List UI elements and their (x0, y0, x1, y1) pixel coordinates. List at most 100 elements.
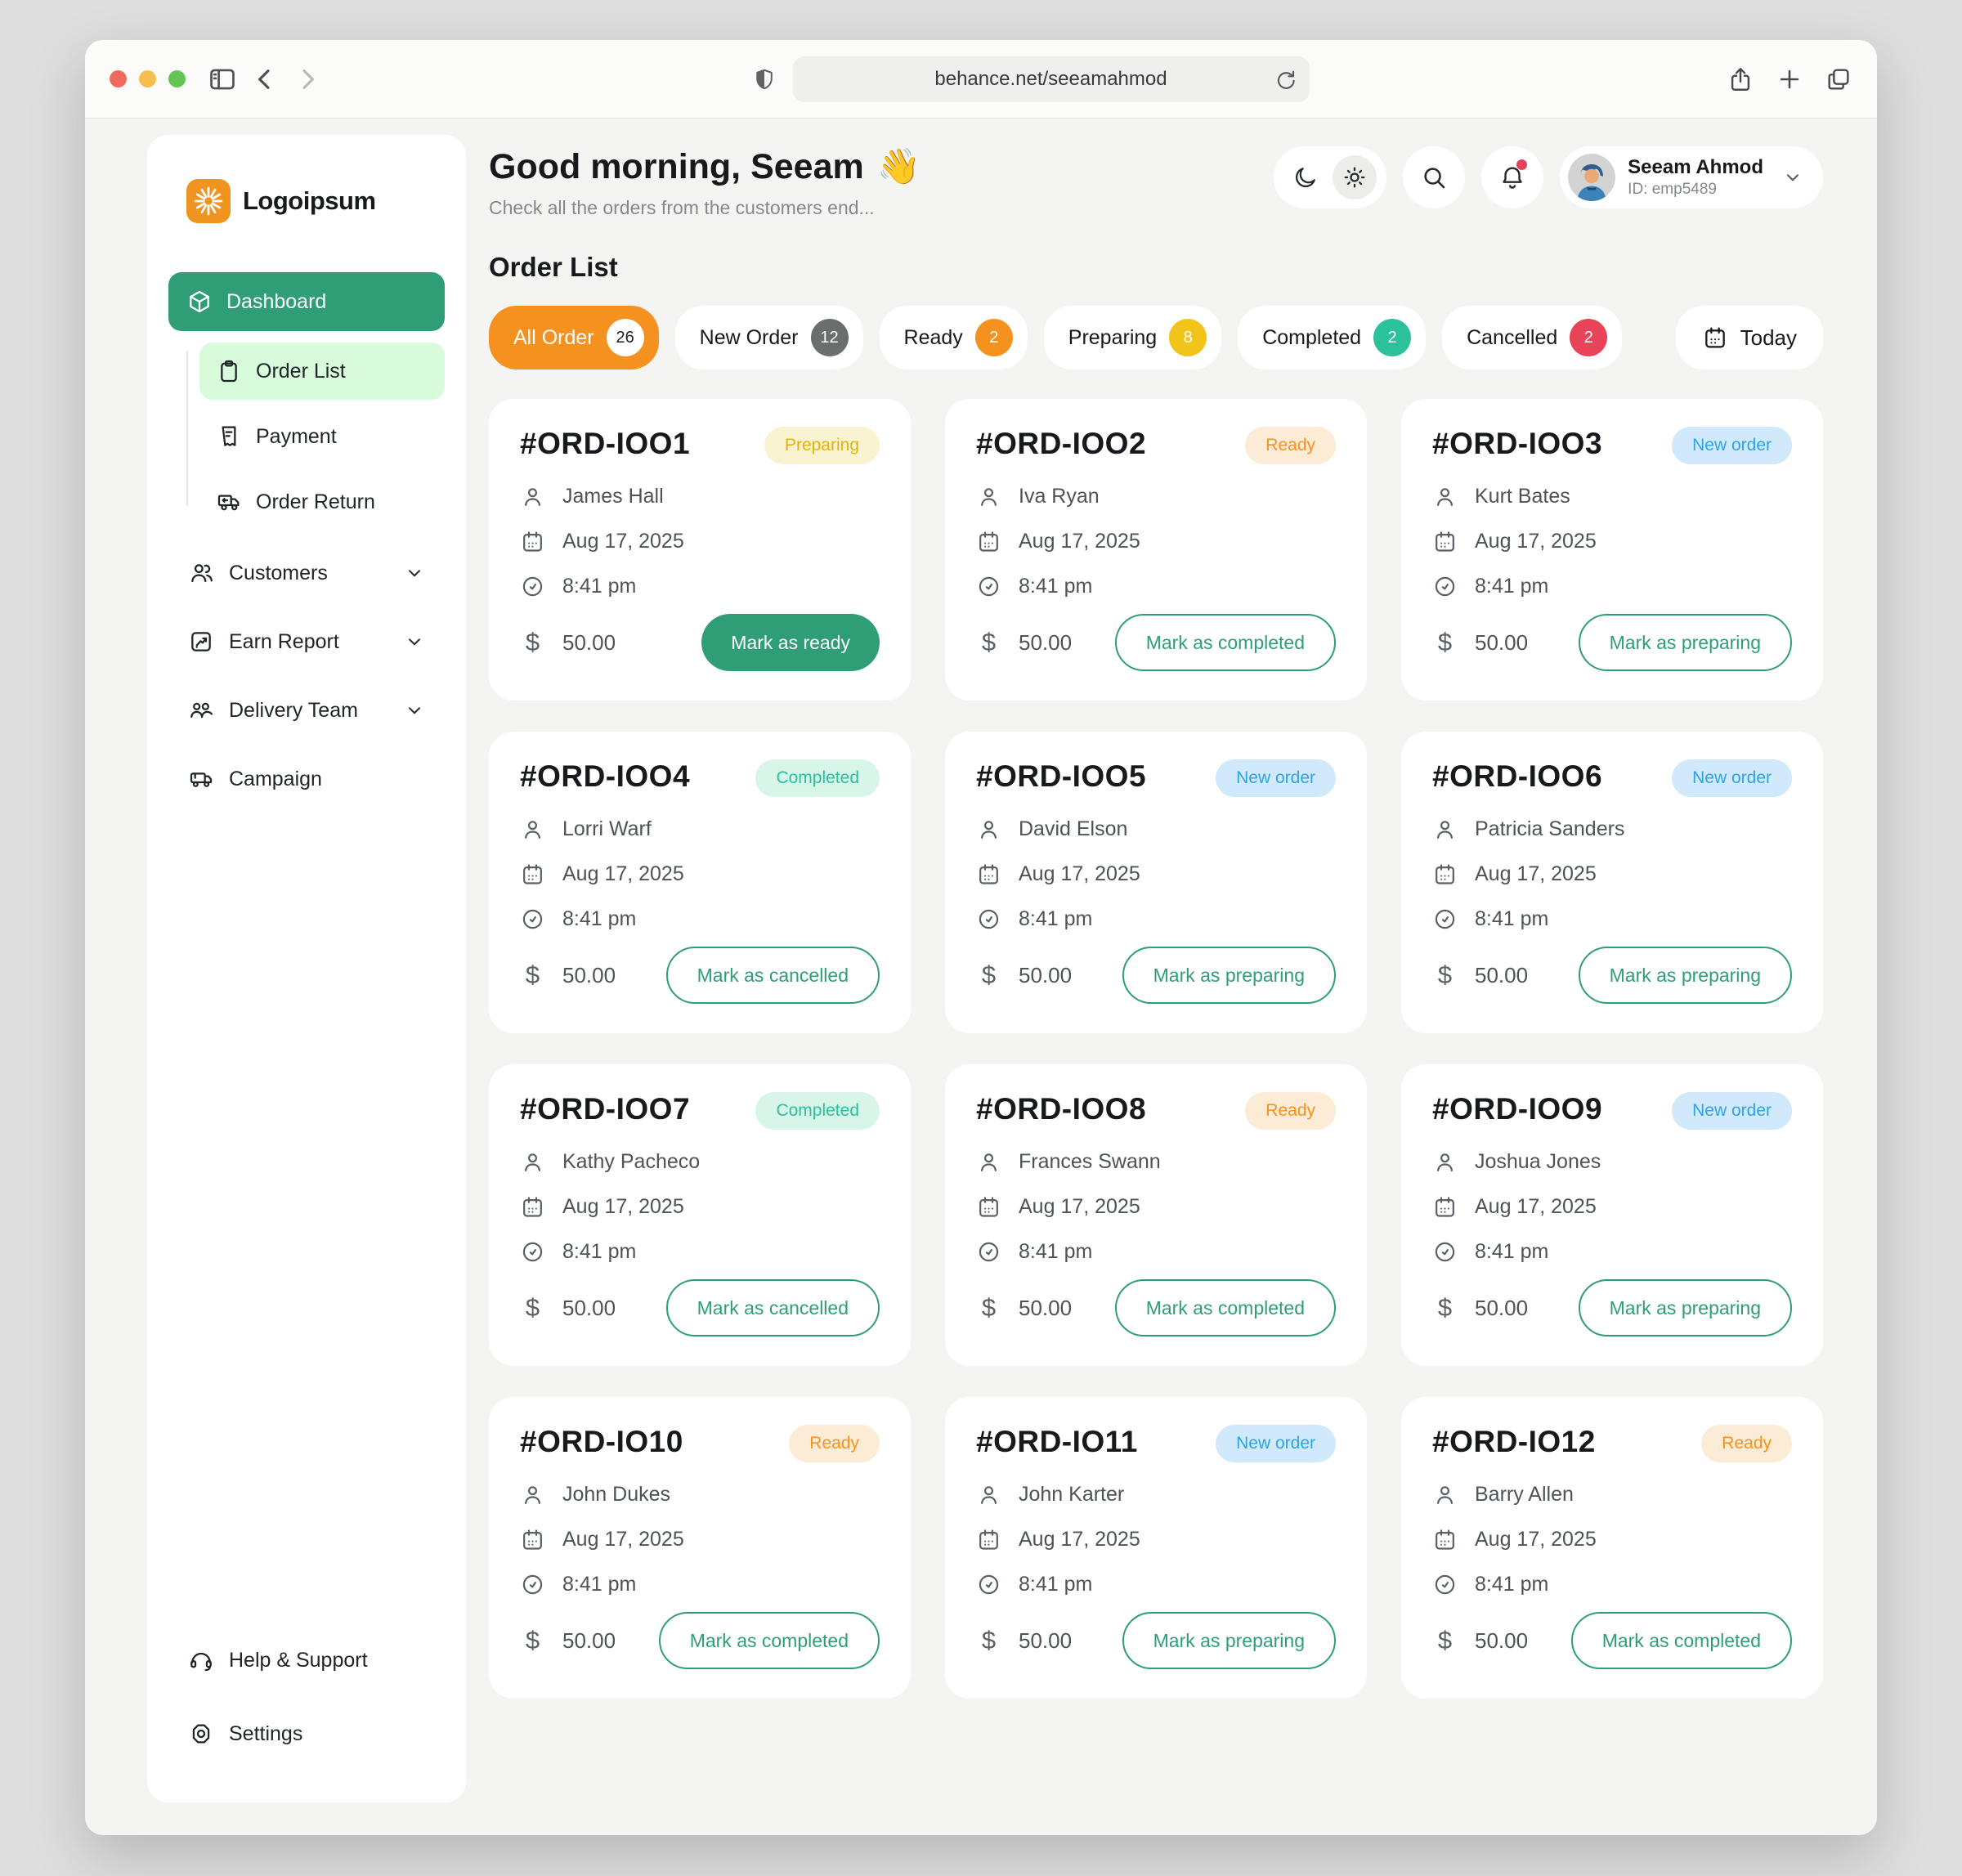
status-badge: Preparing (764, 427, 880, 464)
gear-icon (188, 1721, 214, 1747)
new-tab-icon[interactable] (1776, 65, 1803, 93)
reload-icon[interactable] (1274, 68, 1297, 91)
return-truck-icon (216, 489, 242, 515)
calendar-icon (1432, 529, 1458, 554)
tab-count-badge: 26 (606, 319, 644, 356)
share-icon[interactable] (1727, 65, 1754, 93)
notifications-button[interactable] (1481, 146, 1544, 208)
sidebar-item-payment[interactable]: Payment (199, 408, 445, 465)
clipboard-icon (216, 358, 242, 384)
sidebar-item-earn-report[interactable]: Earn Report (168, 611, 445, 673)
filter-tab[interactable]: Cancelled 2 (1442, 306, 1623, 369)
order-action-button[interactable]: Mark as completed (1570, 1612, 1792, 1669)
order-date: Aug 17, 2025 (1019, 1195, 1140, 1218)
date-row: Aug 17, 2025 (976, 529, 1336, 554)
sidebar-toggle-icon[interactable] (207, 64, 238, 95)
calendar-icon (520, 862, 545, 887)
tab-label: Completed (1262, 325, 1362, 349)
profile-menu[interactable]: Seeam Ahmod ID: emp5489 (1560, 146, 1823, 208)
traffic-lights (110, 70, 186, 87)
close-window-button[interactable] (110, 70, 127, 87)
zoom-window-button[interactable] (168, 70, 186, 87)
order-date: Aug 17, 2025 (1019, 862, 1140, 885)
calendar-icon (520, 1527, 545, 1552)
filter-tab[interactable]: New Order 12 (674, 306, 863, 369)
order-card: #ORD-IOO4 Completed Lorri Warf (489, 732, 911, 1033)
order-time: 8:41 pm (562, 1573, 637, 1596)
receipt-icon (216, 423, 242, 450)
sidebar-item-order-return[interactable]: Order Return (199, 473, 445, 531)
filter-tab[interactable]: Ready 2 (879, 306, 1028, 369)
order-action-button[interactable]: Mark as preparing (1122, 947, 1336, 1004)
card-header: #ORD-IO11 New order (976, 1425, 1336, 1462)
order-card: #ORD-IOO9 New order Joshua Jones (1401, 1064, 1823, 1366)
dollar-icon: $ (981, 960, 997, 989)
order-card: #ORD-IO11 New order John Karter (945, 1397, 1367, 1699)
back-icon[interactable] (249, 64, 280, 95)
status-badge: New order (1216, 759, 1336, 797)
today-filter-button[interactable]: Today (1675, 306, 1823, 369)
campaign-van-icon (188, 766, 214, 792)
address-bar[interactable]: behance.net/seeamahmod (792, 56, 1310, 102)
price-row: $ 50.00 Mark as preparing (1432, 947, 1792, 1004)
order-price: 50.00 (1019, 1628, 1073, 1653)
clock-icon (520, 907, 545, 932)
sidebar-item-help-support[interactable]: Help & Support (168, 1629, 445, 1691)
headset-icon (188, 1647, 214, 1673)
search-icon (1420, 163, 1448, 191)
order-action-button[interactable]: Mark as completed (1114, 1279, 1336, 1336)
sidebar-item-customers[interactable]: Customers (168, 542, 445, 604)
order-action-button[interactable]: Mark as preparing (1578, 1279, 1792, 1336)
order-time: 8:41 pm (562, 907, 637, 930)
chrome-actions (1727, 65, 1852, 93)
sidebar-item-dashboard[interactable]: Dashboard (168, 272, 445, 331)
price-row: $ 50.00 Mark as preparing (976, 947, 1336, 1004)
search-button[interactable] (1403, 146, 1466, 208)
header-controls: Seeam Ahmod ID: emp5489 (1274, 146, 1823, 208)
time-row: 8:41 pm (1432, 1572, 1792, 1597)
order-date: Aug 17, 2025 (1019, 530, 1140, 553)
order-price: 50.00 (1475, 629, 1529, 655)
time-row: 8:41 pm (520, 574, 880, 599)
sidebar-item-order-list[interactable]: Order List (199, 343, 445, 400)
sidebar-item-delivery-team[interactable]: Delivery Team (168, 679, 445, 741)
order-action-button[interactable]: Mark as completed (658, 1612, 880, 1669)
logo-text: Logoipsum (243, 186, 376, 215)
order-action-button[interactable]: Mark as preparing (1122, 1612, 1336, 1669)
sidebar-item-settings[interactable]: Settings (168, 1703, 445, 1765)
tab-count-badge: 8 (1169, 319, 1207, 356)
light-mode-sun-icon[interactable] (1333, 155, 1377, 199)
filter-tab[interactable]: All Order 26 (489, 306, 659, 369)
dollar-icon: $ (525, 960, 540, 989)
status-badge: Completed (755, 1092, 880, 1130)
order-id: #ORD-IOO7 (520, 1092, 691, 1126)
logo-starburst-icon (186, 179, 231, 223)
sidebar-item-label: Delivery Team (229, 698, 358, 722)
calendar-icon (1432, 862, 1458, 887)
order-action-button[interactable]: Mark as completed (1114, 614, 1336, 671)
dark-mode-moon-icon[interactable] (1283, 155, 1328, 199)
tab-overview-icon[interactable] (1825, 65, 1852, 93)
filter-tab[interactable]: Completed 2 (1238, 306, 1427, 369)
sidebar-item-campaign[interactable]: Campaign (168, 748, 445, 810)
calendar-icon (1702, 325, 1728, 351)
order-action-button[interactable]: Mark as ready (701, 614, 880, 671)
forward-icon[interactable] (292, 64, 323, 95)
minimize-window-button[interactable] (139, 70, 156, 87)
date-row: Aug 17, 2025 (520, 1194, 880, 1220)
filter-tab[interactable]: Preparing 8 (1043, 306, 1222, 369)
sidebar-item-label: Campaign (229, 767, 322, 790)
customer-row: James Hall (520, 484, 880, 509)
customer-name: Lorri Warf (562, 817, 652, 840)
dollar-icon: $ (1437, 960, 1453, 989)
order-action-button[interactable]: Mark as cancelled (665, 947, 880, 1004)
customer-name: Kathy Pacheco (562, 1150, 701, 1173)
order-action-button[interactable]: Mark as preparing (1578, 614, 1792, 671)
order-action-button[interactable]: Mark as cancelled (665, 1279, 880, 1336)
order-time: 8:41 pm (1019, 1573, 1093, 1596)
sidebar-item-label: Settings (229, 1722, 303, 1745)
customer-row: David Elson (976, 817, 1336, 842)
card-header: #ORD-IOO3 New order (1432, 427, 1792, 464)
order-price: 50.00 (562, 1628, 616, 1653)
order-action-button[interactable]: Mark as preparing (1578, 947, 1792, 1004)
